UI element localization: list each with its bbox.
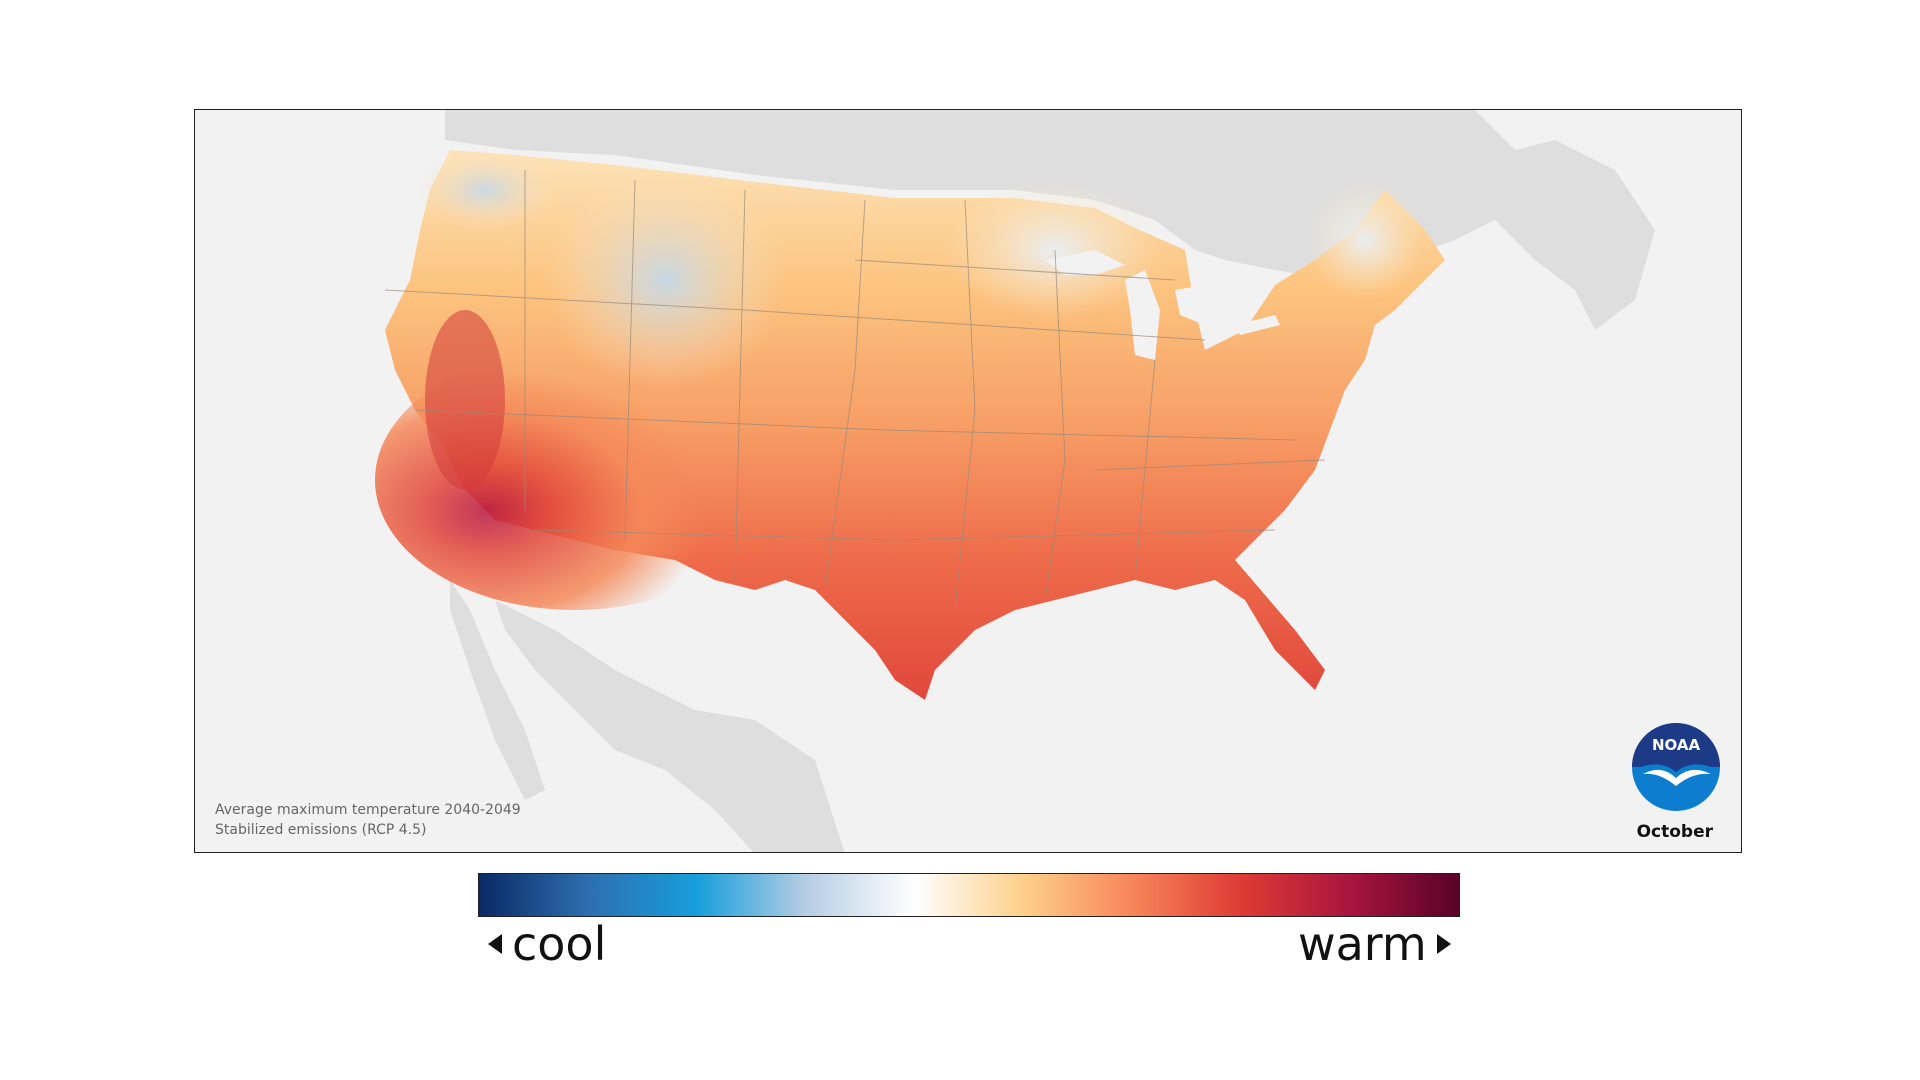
cool-text: cool xyxy=(512,917,607,971)
right-arrow-icon xyxy=(1436,934,1451,954)
baja-landmass xyxy=(450,580,545,800)
temperature-colorbar xyxy=(478,873,1460,917)
left-arrow-icon xyxy=(488,934,502,954)
temperature-map xyxy=(375,110,1655,852)
svg-text:NOAA: NOAA xyxy=(1652,736,1701,754)
cool-northwest xyxy=(415,150,555,230)
great-lakes xyxy=(1045,250,1280,360)
noaa-logo: NOAA xyxy=(1632,723,1720,811)
hot-california-valley xyxy=(425,310,505,490)
caption-scenario: Stabilized emissions (RCP 4.5) xyxy=(215,822,427,838)
cool-rockies xyxy=(545,170,785,390)
map-caption: Average maximum temperature 2040-2049 St… xyxy=(215,800,521,840)
cool-label: cool xyxy=(488,914,606,974)
caption-title: Average maximum temperature 2040-2049 xyxy=(215,802,521,818)
warm-text: warm xyxy=(1298,917,1427,971)
cool-new-england xyxy=(1305,180,1425,300)
month-label: October xyxy=(1636,822,1713,842)
warm-label: warm xyxy=(1298,914,1451,974)
state-borders xyxy=(384,170,1326,611)
mexico-landmass xyxy=(495,600,845,852)
canada-landmass xyxy=(445,110,1655,330)
map-panel: Average maximum temperature 2040-2049 St… xyxy=(194,109,1742,853)
